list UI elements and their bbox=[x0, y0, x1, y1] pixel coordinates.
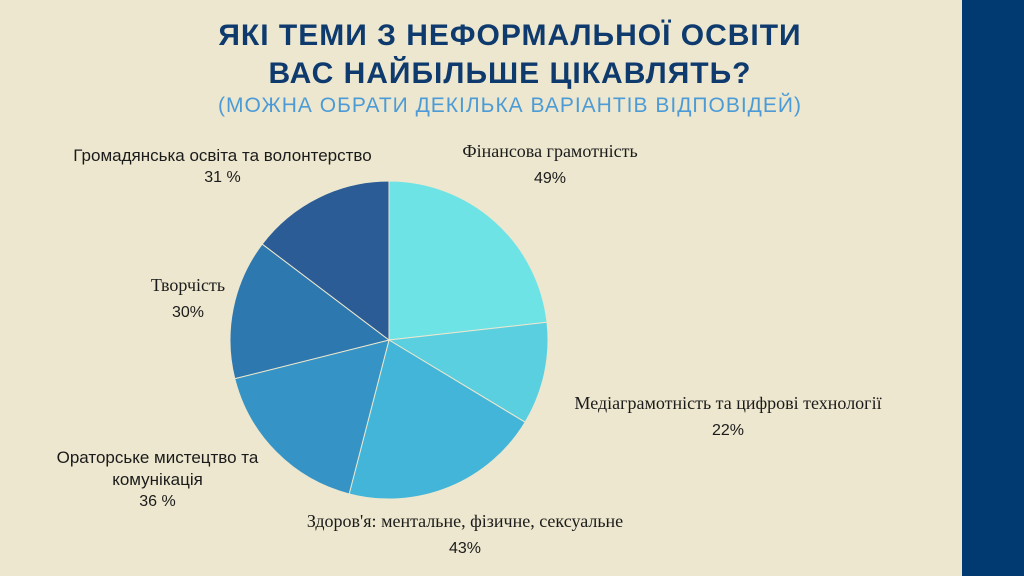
side-band bbox=[962, 0, 1024, 576]
slice-label-value: 22% bbox=[711, 422, 745, 439]
slice-label-financial: Фінансова грамотність 49% bbox=[440, 140, 660, 190]
title-line-2: ВАС НАЙБІЛЬШЕ ЦІКАВЛЯТЬ? bbox=[268, 57, 752, 90]
slice-label-oratory: Ораторське мистецтво та комунікація 36 % bbox=[40, 447, 275, 513]
slice-label-name: Здоров'я: ментальне, фізичне, сексуальне bbox=[306, 511, 624, 531]
slice-label-name: Ораторське мистецтво та комунікація bbox=[56, 448, 259, 489]
slice-label-name: Громадянська освіта та волонтерство bbox=[73, 146, 372, 165]
pie-slice-0 bbox=[388, 180, 548, 341]
slice-label-value: 36 % bbox=[139, 493, 176, 510]
pie-slice-5 bbox=[261, 180, 390, 342]
subtitle: (МОЖНА ОБРАТИ ДЕКІЛЬКА ВАРІАНТІВ ВІДПОВІ… bbox=[217, 94, 802, 117]
slice-label-name: Медіаграмотність та цифрові технології bbox=[574, 393, 882, 413]
slice-label-value: 49% bbox=[533, 170, 567, 187]
pie-slice-4 bbox=[229, 243, 391, 380]
title-line-1: ЯКІ ТЕМИ З НЕФОРМАЛЬНОЇ ОСВІТИ bbox=[218, 19, 802, 52]
slice-label-name: Творчість bbox=[150, 275, 226, 295]
slice-label-name: Фінансова грамотність bbox=[462, 141, 638, 161]
slice-label-media: Медіаграмотність та цифрові технології 2… bbox=[548, 392, 908, 442]
slice-label-civic: Громадянська освіта та волонтерство 31 % bbox=[40, 145, 405, 189]
slice-label-creativity: Творчість 30% bbox=[118, 274, 258, 324]
pie-slice-2 bbox=[348, 339, 526, 500]
pie-slice-1 bbox=[387, 321, 549, 423]
slice-label-value: 30% bbox=[171, 304, 205, 321]
slice-label-value: 31 % bbox=[204, 169, 241, 186]
slice-label-value: 43% bbox=[448, 540, 482, 557]
pie-slice-3 bbox=[234, 339, 390, 495]
slice-label-health: Здоров'я: ментальне, фізичне, сексуальне… bbox=[280, 510, 650, 560]
